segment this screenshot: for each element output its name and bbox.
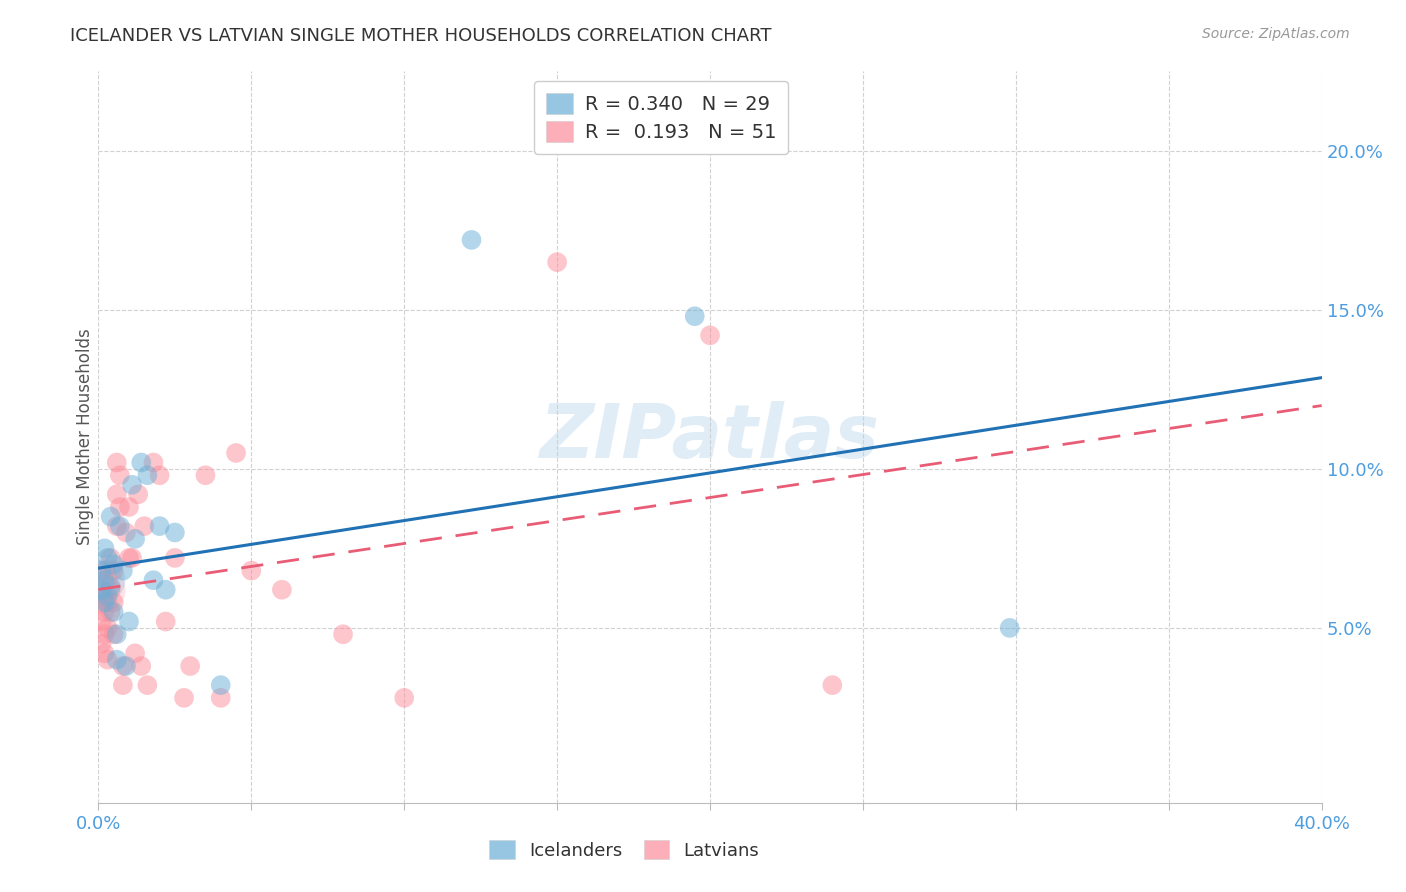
- Point: [332, 627, 354, 641]
- Point: [118, 550, 141, 565]
- Point: [103, 564, 125, 578]
- Point: [97, 573, 120, 587]
- Point: [115, 525, 138, 540]
- Point: [90, 615, 112, 629]
- Point: [225, 446, 247, 460]
- Point: [103, 605, 125, 619]
- Point: [93, 573, 115, 587]
- Point: [105, 487, 128, 501]
- Point: [111, 659, 134, 673]
- Point: [105, 456, 128, 470]
- Point: [93, 646, 115, 660]
- Point: [155, 615, 177, 629]
- Point: [546, 255, 568, 269]
- Point: [179, 659, 201, 673]
- Point: [124, 532, 146, 546]
- Text: Source: ZipAtlas.com: Source: ZipAtlas.com: [1202, 27, 1350, 41]
- Point: [93, 589, 115, 603]
- Point: [460, 233, 482, 247]
- Point: [108, 500, 131, 514]
- Point: [821, 678, 844, 692]
- Point: [93, 564, 115, 578]
- Point: [998, 621, 1021, 635]
- Point: [100, 582, 122, 597]
- Text: ICELANDER VS LATVIAN SINGLE MOTHER HOUSEHOLDS CORRELATION CHART: ICELANDER VS LATVIAN SINGLE MOTHER HOUSE…: [70, 27, 772, 45]
- Point: [105, 519, 128, 533]
- Point: [173, 690, 195, 705]
- Point: [90, 595, 112, 609]
- Point: [118, 615, 141, 629]
- Point: [121, 477, 143, 491]
- Point: [155, 582, 177, 597]
- Point: [90, 582, 112, 597]
- Point: [270, 582, 292, 597]
- Point: [142, 456, 165, 470]
- Point: [121, 550, 143, 565]
- Point: [97, 653, 120, 667]
- Point: [149, 519, 172, 533]
- Point: [97, 550, 120, 565]
- Point: [93, 605, 115, 619]
- Point: [111, 564, 134, 578]
- Point: [129, 659, 152, 673]
- Point: [103, 595, 125, 609]
- Point: [103, 627, 125, 641]
- Point: [699, 328, 721, 343]
- Point: [97, 621, 120, 635]
- Point: [93, 541, 115, 556]
- Point: [108, 519, 131, 533]
- Point: [115, 659, 138, 673]
- Point: [100, 580, 122, 594]
- Point: [134, 519, 156, 533]
- Point: [142, 573, 165, 587]
- Point: [163, 550, 186, 565]
- Point: [90, 637, 112, 651]
- Text: ZIPatlas: ZIPatlas: [540, 401, 880, 474]
- Point: [105, 627, 128, 641]
- Point: [683, 310, 706, 324]
- Point: [100, 550, 122, 565]
- Point: [124, 646, 146, 660]
- Point: [93, 595, 115, 609]
- Point: [90, 564, 112, 578]
- Point: [93, 573, 115, 587]
- Point: [97, 595, 120, 609]
- Point: [392, 690, 416, 705]
- Point: [100, 605, 122, 619]
- Point: [209, 678, 232, 692]
- Point: [136, 468, 159, 483]
- Point: [111, 678, 134, 692]
- Legend: Icelanders, Latvians: Icelanders, Latvians: [482, 832, 766, 867]
- Point: [163, 525, 186, 540]
- Point: [240, 564, 263, 578]
- Point: [97, 589, 120, 603]
- Point: [136, 678, 159, 692]
- Point: [127, 487, 149, 501]
- Point: [90, 582, 112, 597]
- Point: [100, 509, 122, 524]
- Point: [209, 690, 232, 705]
- Point: [129, 456, 152, 470]
- Y-axis label: Single Mother Households: Single Mother Households: [76, 329, 94, 545]
- Point: [103, 558, 125, 572]
- Point: [194, 468, 217, 483]
- Point: [118, 500, 141, 514]
- Point: [108, 468, 131, 483]
- Point: [93, 627, 115, 641]
- Point: [105, 653, 128, 667]
- Point: [149, 468, 172, 483]
- Point: [90, 582, 112, 597]
